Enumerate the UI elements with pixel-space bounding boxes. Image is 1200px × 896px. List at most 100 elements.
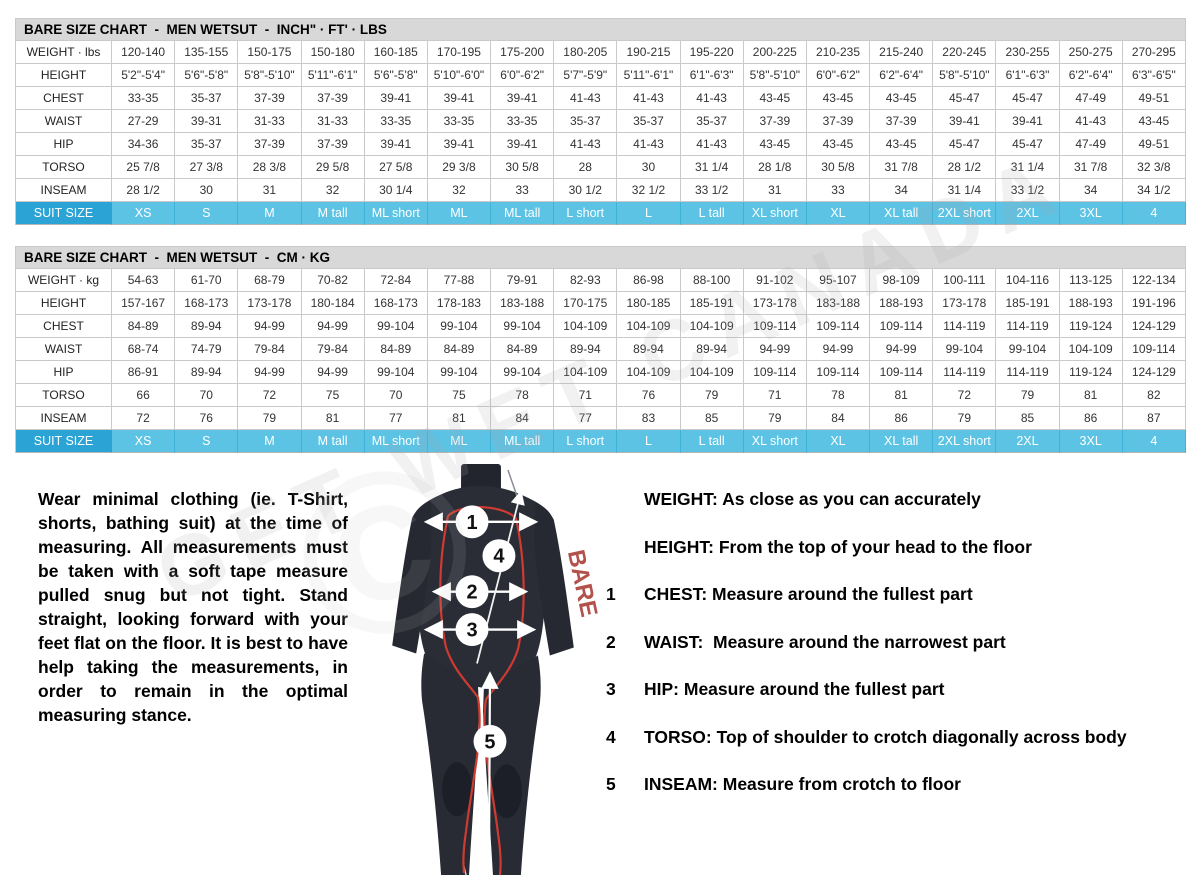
size-cell: 32 3/8 — [1122, 156, 1186, 179]
size-cell: 39-41 — [427, 133, 492, 156]
table-row: HEIGHT 5'2"-5'4" 5'6"-5'8" 5'8"-5'10" 5'11"-… — [16, 64, 1186, 87]
size-cell: ML tall — [491, 430, 555, 453]
size-cell: 168-173 — [175, 292, 239, 315]
size-cell: 114-119 — [933, 361, 997, 384]
row-label: WEIGHT · lbs — [16, 41, 112, 64]
size-cell: M tall — [301, 430, 365, 453]
size-cell: 2XL — [996, 430, 1060, 453]
marker-number-4: 4 — [493, 546, 504, 568]
size-cell: 82-93 — [554, 269, 618, 292]
size-cell: 79 — [238, 407, 302, 430]
size-cell: 180-184 — [301, 292, 365, 315]
size-cell: 45-47 — [996, 133, 1060, 156]
size-cell: XL tall — [870, 430, 934, 453]
size-cell: 75 — [427, 384, 492, 407]
size-cell: 270-295 — [1122, 41, 1186, 64]
measuring-instructions-paragraph: Wear minimal clothing (ie. T-Shirt, shor… — [38, 489, 348, 725]
size-cell: 31 — [743, 179, 807, 202]
size-cell: 175-200 — [491, 41, 555, 64]
row-label: INSEAM — [16, 407, 112, 430]
size-cell: 78 — [491, 384, 555, 407]
size-cell: 82 — [1122, 384, 1186, 407]
row-label: CHEST — [16, 87, 112, 110]
guide-text: WAIST: Measure around the narrowest part — [644, 631, 1006, 652]
size-cell: 2XL short — [933, 202, 997, 225]
size-cell: 37-39 — [301, 133, 365, 156]
guide-text: TORSO: Top of shoulder to crotch diagona… — [644, 726, 1127, 747]
size-cell: 94-99 — [806, 338, 871, 361]
size-cell: 99-104 — [933, 338, 997, 361]
size-cell: 5'6"-5'8" — [364, 64, 428, 87]
size-cell: 99-104 — [364, 361, 428, 384]
size-cell: L — [617, 202, 681, 225]
size-cell: 5'11"-6'1" — [617, 64, 681, 87]
size-cell: 230-255 — [996, 41, 1060, 64]
size-cell: 29 5/8 — [301, 156, 365, 179]
size-cell: 99-104 — [364, 315, 428, 338]
size-cell: 79 — [743, 407, 807, 430]
size-cell: 157-167 — [112, 292, 176, 315]
size-cell: 113-125 — [1059, 269, 1123, 292]
size-cell: 94-99 — [301, 361, 365, 384]
size-cell: 32 — [427, 179, 492, 202]
size-cell: 173-178 — [238, 292, 302, 315]
size-cell: 37-39 — [743, 110, 807, 133]
size-cell: 33-35 — [112, 87, 176, 110]
size-cell: 86-91 — [112, 361, 176, 384]
size-cell: 79-84 — [301, 338, 365, 361]
size-cell: 61-70 — [175, 269, 239, 292]
size-cell: 66 — [112, 384, 176, 407]
size-cell: 180-185 — [617, 292, 681, 315]
size-cell: 41-43 — [554, 133, 618, 156]
size-cell: 37-39 — [238, 133, 302, 156]
size-cell: 6'2"-6'4" — [870, 64, 934, 87]
size-cell: 84-89 — [427, 338, 492, 361]
size-cell: 89-94 — [175, 361, 239, 384]
size-cell: 84-89 — [112, 315, 176, 338]
size-cell: 35-37 — [554, 110, 618, 133]
size-cell: 29 3/8 — [427, 156, 492, 179]
size-cell: 41-43 — [680, 133, 744, 156]
size-cell: 120-140 — [112, 41, 176, 64]
size-cell: 173-178 — [743, 292, 807, 315]
size-cell: 49-51 — [1122, 133, 1186, 156]
size-cell: 45-47 — [933, 87, 997, 110]
size-cell: 104-109 — [554, 361, 618, 384]
size-cell: 33 — [491, 179, 555, 202]
size-cell: 84 — [806, 407, 871, 430]
table-row: WAIST 27-29 39-31 31-33 31-33 33-35 33-35 33-35… — [16, 110, 1186, 133]
table-row: WEIGHT · kg 54-63 61-70 68-79 70-82 72-84 77-8… — [16, 269, 1186, 292]
figure-markers: 1 4 2 3 5 — [455, 505, 516, 758]
size-cell: 43-45 — [806, 133, 871, 156]
row-label: HEIGHT — [16, 64, 112, 87]
size-cell: 43-45 — [806, 87, 871, 110]
size-cell: 77-88 — [427, 269, 492, 292]
measure-guide-item: WEIGHT: As close as you can accurately — [606, 486, 1198, 513]
size-cell: 70-82 — [301, 269, 365, 292]
size-cell: 99-104 — [427, 315, 492, 338]
size-cell: 72 — [933, 384, 997, 407]
size-cell: M — [238, 202, 302, 225]
size-cell: XL tall — [870, 202, 934, 225]
table-row: TORSO 66 70 72 75 70 75 78 71 76 79 71 78 81 72 79 81 82 — [16, 384, 1186, 407]
table-row: WAIST 68-74 74-79 79-84 79-84 84-89 84-89 84-89… — [16, 338, 1186, 361]
table-row: CHEST 84-89 89-94 94-99 94-99 99-104 99-104 99-… — [16, 315, 1186, 338]
size-cell: 37-39 — [238, 87, 302, 110]
size-cell: 81 — [427, 407, 492, 430]
size-cell: 109-114 — [743, 361, 807, 384]
size-cell: 5'2"-5'4" — [112, 64, 176, 87]
table-row: HIP 86-91 89-94 94-99 94-99 99-104 99-104 99-10… — [16, 361, 1186, 384]
size-cell: 77 — [364, 407, 428, 430]
size-cell: 31 7/8 — [870, 156, 934, 179]
size-cell: 98-109 — [870, 269, 934, 292]
size-cell: L — [617, 430, 681, 453]
row-label: WEIGHT · kg — [16, 269, 112, 292]
size-cell: 6'1"-6'3" — [996, 64, 1060, 87]
size-cell: 89-94 — [554, 338, 618, 361]
size-cell: 41-43 — [680, 87, 744, 110]
measure-guide-item: HEIGHT: From the top of your head to the… — [606, 534, 1198, 561]
size-cell: 3XL — [1059, 202, 1123, 225]
guide-number: 3 — [606, 679, 616, 699]
size-cell: 84-89 — [364, 338, 428, 361]
size-cell: 79 — [680, 384, 744, 407]
